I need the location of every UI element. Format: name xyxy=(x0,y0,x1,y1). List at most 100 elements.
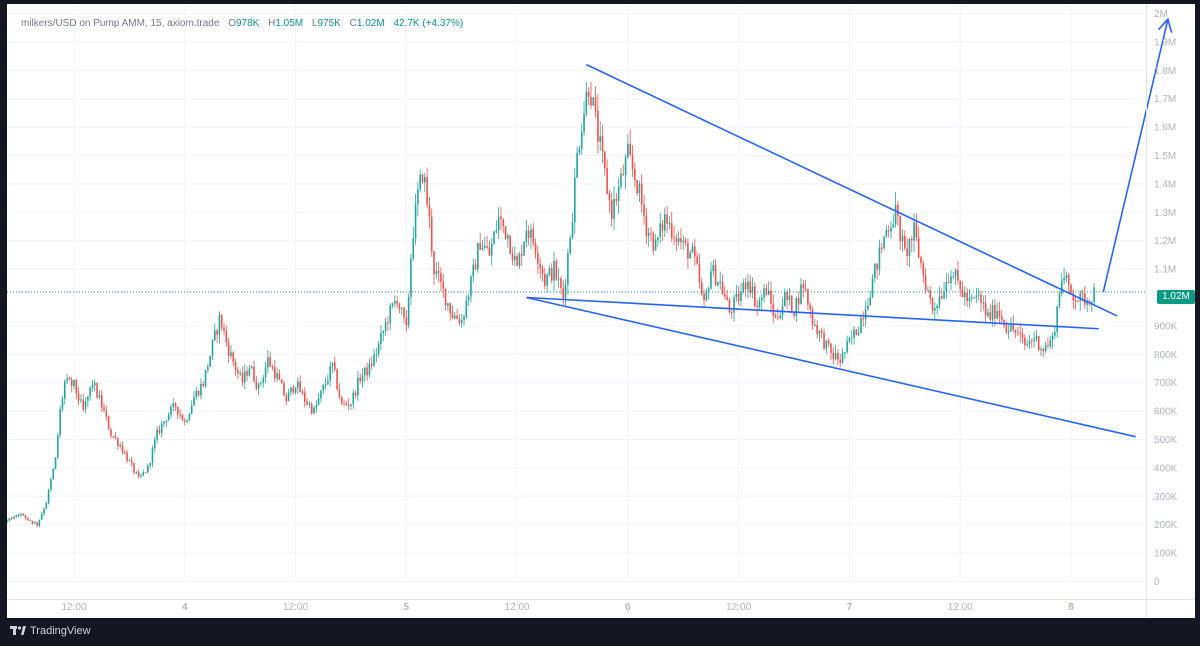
candle-body xyxy=(430,216,433,252)
candle-body xyxy=(153,439,156,449)
candle-body xyxy=(345,403,348,405)
candle-body xyxy=(645,216,648,236)
candle-body xyxy=(537,253,539,264)
trendline[interactable] xyxy=(526,296,1136,438)
candle-body xyxy=(571,222,574,239)
candle-body xyxy=(964,292,966,298)
candle-body xyxy=(227,342,230,357)
candle-body xyxy=(246,371,248,376)
candle-body xyxy=(610,200,613,219)
candle-body xyxy=(112,436,115,438)
candle-body xyxy=(989,312,992,320)
candle-body xyxy=(7,520,8,522)
candle-body xyxy=(421,174,424,183)
candle-body xyxy=(68,378,71,380)
brand-label: TradingView xyxy=(30,625,91,637)
x-tick-label: 6 xyxy=(625,602,631,613)
candle-body xyxy=(220,314,223,328)
candle-body xyxy=(756,305,758,307)
y-tick-label: 1.4M xyxy=(1154,179,1176,190)
candle-body xyxy=(574,177,576,223)
candle-body xyxy=(509,235,511,254)
candle-body xyxy=(294,387,297,393)
candle-body xyxy=(825,340,828,349)
candle-body xyxy=(1077,301,1079,303)
candle-body xyxy=(929,290,932,299)
candle-body xyxy=(516,256,518,266)
candle-body xyxy=(945,282,948,292)
candle-body xyxy=(557,278,560,280)
candle-body xyxy=(43,508,45,514)
candle-body xyxy=(1070,284,1072,293)
candle-body xyxy=(1060,280,1063,294)
candlestick-chart[interactable]: 2M 1.9M 1.8M 1.7M 1.6M 1.5M 1.4M 1.3M 1.2M 1.1M 90… xyxy=(7,4,1195,618)
tradingview-brand[interactable]: TradingView xyxy=(10,625,91,637)
candle-body xyxy=(894,204,897,225)
candle-body xyxy=(906,248,908,257)
candle-body xyxy=(142,472,145,476)
candle-body xyxy=(666,214,668,224)
y-tick-label: 1.6M xyxy=(1154,123,1176,134)
candle-body xyxy=(513,256,516,261)
projection-arrow-line[interactable] xyxy=(1102,18,1169,293)
candle-body xyxy=(627,143,629,158)
candle-body xyxy=(957,269,959,281)
trendline[interactable] xyxy=(526,296,1099,330)
candle-body xyxy=(647,232,650,236)
x-tick-label: 12:00 xyxy=(283,602,308,613)
trendline[interactable] xyxy=(586,63,1118,317)
candle-body xyxy=(543,273,546,286)
candle-body xyxy=(874,263,876,278)
candle-body xyxy=(876,263,878,270)
candle-body xyxy=(428,204,431,217)
candle-body xyxy=(966,292,968,302)
candle-body xyxy=(440,272,442,283)
candle-body xyxy=(998,310,1001,317)
y-tick-label: 100K xyxy=(1154,549,1178,560)
candle-body xyxy=(887,230,890,232)
candle-body xyxy=(483,246,486,248)
candle-body xyxy=(772,303,775,316)
candle-body xyxy=(1010,324,1012,332)
candle-body xyxy=(442,282,445,289)
x-tick-label: 12:00 xyxy=(726,602,751,613)
y-tick-label: 1.3M xyxy=(1154,208,1176,219)
candle-body xyxy=(721,281,724,295)
candle-body xyxy=(57,435,59,458)
candle-body xyxy=(947,282,950,284)
chart-panel: 2M 1.9M 1.8M 1.7M 1.6M 1.5M 1.4M 1.3M 1.2M 1.1M 90… xyxy=(7,4,1195,618)
candle-body xyxy=(747,281,749,290)
candle-body xyxy=(449,303,451,314)
candle-body xyxy=(920,257,922,264)
candle-body xyxy=(320,390,322,399)
annotation-layer xyxy=(526,17,1173,438)
candle-body xyxy=(834,352,837,360)
candle-body xyxy=(419,174,421,190)
candle-body xyxy=(1014,330,1017,333)
candle-body xyxy=(103,407,105,411)
candle-body xyxy=(850,337,853,339)
candle-body xyxy=(846,341,848,353)
candle-body xyxy=(959,280,962,290)
candle-body xyxy=(670,223,673,238)
candle-body xyxy=(333,362,336,370)
candle-body xyxy=(675,238,678,242)
candle-body xyxy=(107,416,110,430)
candle-body xyxy=(848,338,851,342)
candle-body xyxy=(273,367,276,379)
candle-body xyxy=(606,168,608,194)
candle-body xyxy=(1074,300,1077,302)
candle-body xyxy=(724,294,726,297)
candle-body xyxy=(237,370,239,374)
candle-body xyxy=(604,151,606,169)
candle-body xyxy=(490,243,493,256)
candle-body xyxy=(830,343,832,353)
candle-body xyxy=(1051,335,1054,341)
candle-body xyxy=(172,403,175,407)
candle-body xyxy=(594,97,597,111)
candle-body xyxy=(511,253,514,261)
x-tick-label: 5 xyxy=(404,602,410,613)
candle-body xyxy=(534,243,537,254)
candle-body xyxy=(758,300,761,307)
candle-body xyxy=(73,379,75,386)
